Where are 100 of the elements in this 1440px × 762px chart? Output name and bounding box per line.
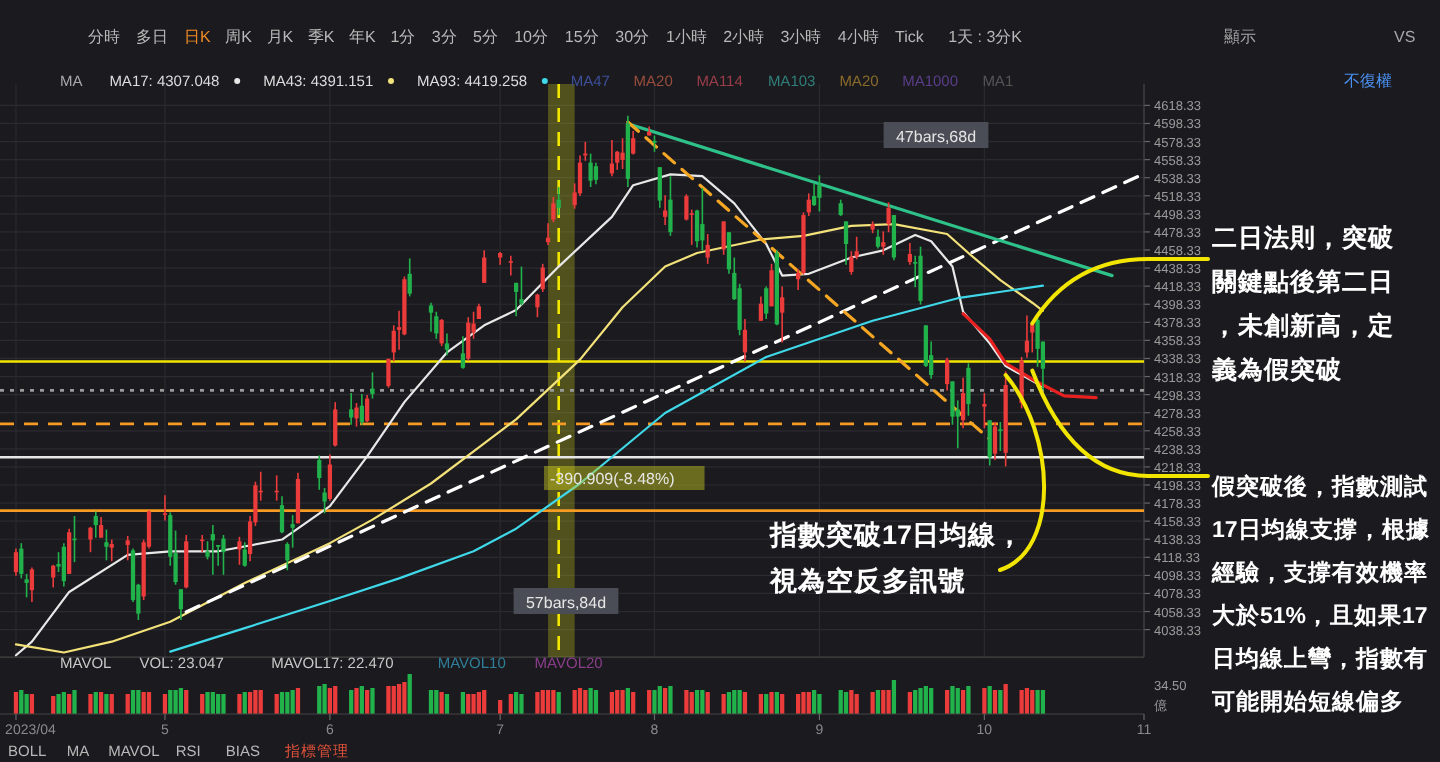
candlestick	[221, 534, 226, 576]
annotation: 指數突破17日均線，視為空反多訊號	[768, 518, 1025, 596]
candlestick	[104, 528, 109, 562]
bar	[136, 690, 141, 714]
candlestick	[444, 332, 450, 356]
candlestick	[998, 421, 1003, 452]
text: Tick	[895, 28, 926, 46]
bar	[1003, 684, 1008, 714]
bar	[535, 692, 540, 714]
candlestick	[61, 542, 66, 588]
bar	[178, 688, 184, 714]
candlestick	[162, 494, 168, 522]
candlestick	[945, 357, 950, 392]
candlestick	[742, 318, 748, 363]
bar	[817, 694, 822, 714]
bar	[891, 680, 897, 714]
candlestick	[349, 392, 354, 426]
bar	[811, 690, 817, 714]
candlestick	[51, 564, 56, 589]
candlestick	[668, 175, 673, 237]
annotation: 47bars,68d	[895, 128, 977, 146]
candlestick	[535, 292, 540, 318]
bar	[737, 690, 742, 714]
bar	[588, 688, 593, 714]
bar	[205, 692, 210, 714]
bar	[365, 690, 370, 714]
bar	[1035, 690, 1040, 714]
candlestick	[365, 394, 370, 423]
candlestick	[466, 316, 471, 362]
bar	[998, 690, 1003, 714]
bar	[694, 690, 700, 714]
bar	[482, 690, 487, 714]
candlestick	[322, 487, 327, 515]
bar	[657, 686, 662, 714]
bar	[929, 688, 934, 714]
candlestick	[56, 551, 61, 573]
bar	[1024, 688, 1030, 714]
bar	[950, 686, 955, 714]
annotation: 二日法則，突破關鍵點後第二日，未創新高，定義為假突破	[1210, 222, 1396, 384]
candlestick	[67, 527, 72, 575]
candlestick	[891, 214, 897, 262]
bar	[19, 690, 24, 714]
bar	[982, 688, 987, 714]
bar	[918, 688, 923, 714]
candlestick	[109, 538, 114, 563]
candlestick	[992, 421, 998, 461]
candlestick	[593, 161, 599, 186]
annotation: 假突破後，指數測試17日均線支撐，根據經驗，支撐有效機率大於51%，且如果17日均線上彎，指數有可能開始短線偏多	[1210, 472, 1432, 715]
candlestick	[769, 263, 774, 308]
candlestick	[428, 301, 434, 333]
text: 30分	[615, 28, 650, 46]
bar	[72, 690, 77, 714]
candlestick	[317, 454, 322, 491]
candlestick	[93, 510, 98, 539]
bar	[354, 688, 359, 714]
candlestick	[705, 233, 710, 265]
annotation: 57bars,84d	[525, 594, 607, 612]
candlestick	[966, 362, 971, 417]
text: 季K	[307, 28, 336, 46]
bar	[322, 684, 327, 714]
text: 月K	[266, 28, 295, 46]
bar	[540, 690, 545, 714]
bar	[349, 690, 354, 714]
bar	[237, 694, 242, 714]
candlestick	[237, 536, 242, 566]
bar	[620, 690, 625, 714]
candlestick	[982, 392, 987, 430]
bar	[24, 694, 29, 714]
bar	[317, 686, 322, 714]
bar	[945, 690, 950, 714]
bar	[295, 688, 301, 714]
bar	[913, 690, 918, 714]
bar	[955, 688, 960, 714]
bar	[992, 690, 998, 714]
candlestick	[700, 187, 705, 252]
bar	[966, 686, 971, 714]
text: 4小時	[837, 28, 879, 46]
text: 2小時	[723, 28, 765, 46]
candlestick	[907, 242, 913, 266]
candlestick	[88, 526, 93, 553]
candlestick	[279, 495, 285, 535]
candlestick	[843, 220, 849, 266]
text: 顯示	[1224, 28, 1256, 46]
candlestick	[482, 249, 487, 284]
bar	[700, 690, 705, 714]
bar	[407, 674, 412, 714]
text: 年K	[349, 28, 378, 46]
candlestick	[875, 228, 881, 250]
bar	[386, 686, 391, 714]
bar	[396, 684, 402, 714]
bar	[647, 690, 652, 714]
bar	[838, 690, 843, 714]
candlestick	[125, 535, 130, 562]
bar	[221, 694, 226, 714]
bar	[359, 686, 364, 714]
bar	[545, 690, 551, 714]
candlestick	[1035, 314, 1040, 368]
text: 日K	[184, 28, 212, 46]
text: 1分	[390, 28, 416, 46]
bar	[402, 682, 407, 714]
